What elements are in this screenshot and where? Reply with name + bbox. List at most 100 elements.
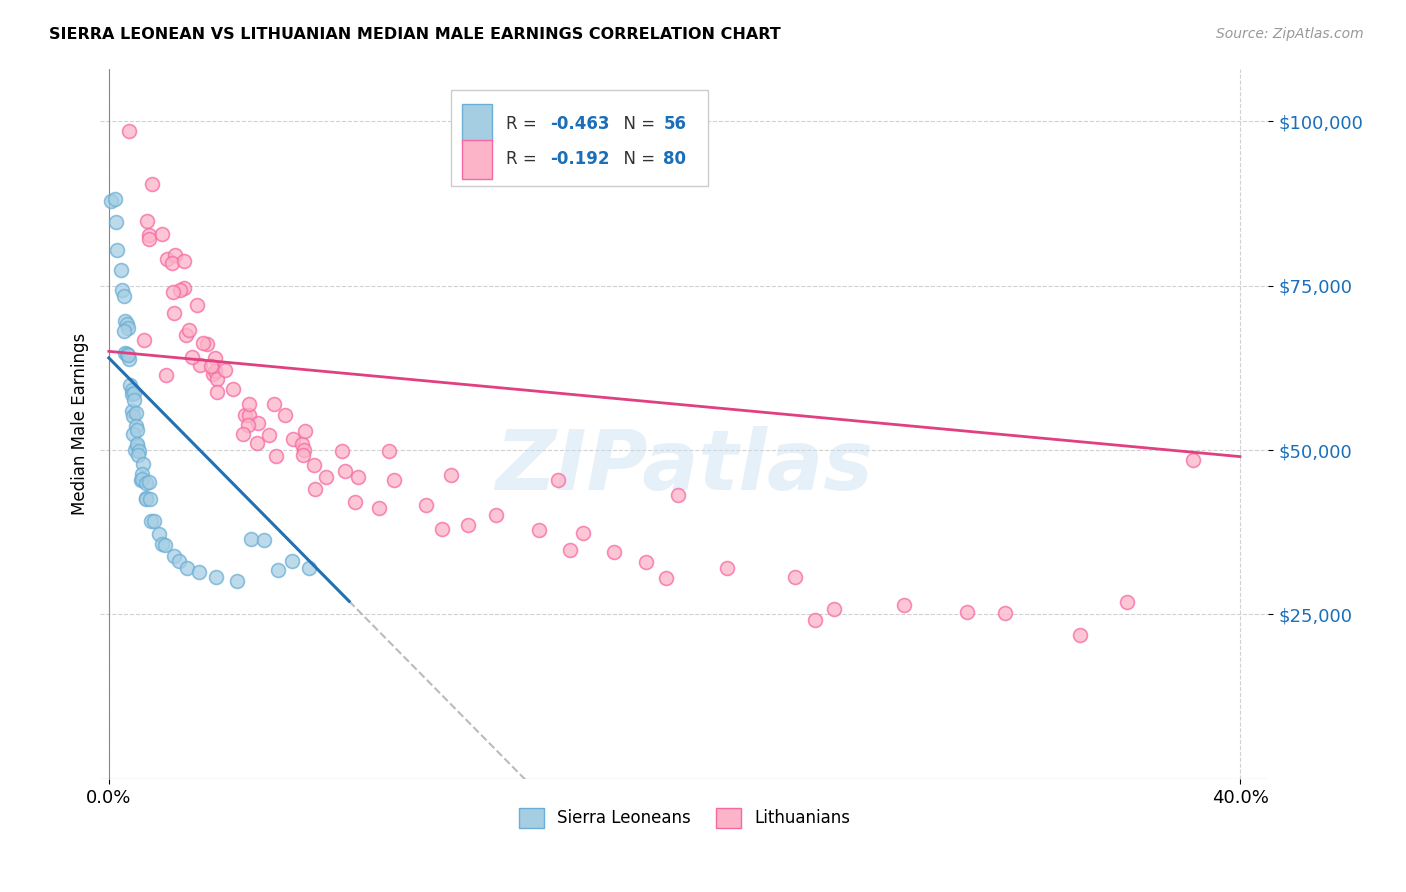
Point xyxy=(173,281,195,295)
Point xyxy=(118,352,141,367)
Point xyxy=(457,518,479,533)
Point xyxy=(111,283,134,297)
Point xyxy=(560,542,582,557)
Point xyxy=(180,350,202,364)
Point xyxy=(205,384,228,399)
Point xyxy=(114,313,136,327)
Point xyxy=(169,554,191,568)
Point xyxy=(440,468,463,483)
FancyBboxPatch shape xyxy=(463,104,492,143)
FancyBboxPatch shape xyxy=(451,90,707,186)
Text: 80: 80 xyxy=(664,150,686,168)
Point xyxy=(226,574,249,588)
Point xyxy=(121,384,143,398)
Text: ZIPatlas: ZIPatlas xyxy=(495,425,873,507)
Point xyxy=(104,215,127,229)
Point xyxy=(124,386,146,401)
Point xyxy=(346,470,368,484)
Point xyxy=(177,323,200,337)
Point xyxy=(142,514,165,528)
Point xyxy=(162,285,184,299)
Point xyxy=(124,419,146,434)
Point xyxy=(785,570,807,584)
Text: R =: R = xyxy=(506,114,541,133)
Point xyxy=(344,495,367,509)
Point xyxy=(804,613,827,627)
Point xyxy=(315,470,337,484)
Point xyxy=(367,501,389,516)
Point xyxy=(547,473,569,487)
Point xyxy=(135,491,157,506)
Point xyxy=(118,378,141,392)
Point xyxy=(304,482,326,496)
Point xyxy=(246,435,269,450)
Point xyxy=(572,526,595,541)
Point xyxy=(115,318,138,332)
Point xyxy=(264,449,287,463)
Point xyxy=(281,554,304,568)
Point xyxy=(994,606,1017,620)
Point xyxy=(668,488,690,502)
Point xyxy=(136,214,159,228)
Point xyxy=(232,427,254,442)
Point xyxy=(247,416,270,430)
Point xyxy=(138,475,160,490)
Text: -0.192: -0.192 xyxy=(550,150,610,168)
Point xyxy=(122,409,145,424)
Point xyxy=(333,464,356,478)
Point xyxy=(204,351,226,365)
Point xyxy=(176,328,198,343)
Point xyxy=(125,406,148,420)
Legend: Sierra Leoneans, Lithuanians: Sierra Leoneans, Lithuanians xyxy=(512,801,856,835)
Point xyxy=(191,336,214,351)
Point xyxy=(135,475,157,490)
Point xyxy=(135,491,157,506)
Point xyxy=(125,437,148,451)
Point xyxy=(529,524,551,538)
Point xyxy=(134,333,156,347)
Point xyxy=(127,448,149,462)
Point xyxy=(150,227,173,241)
Point xyxy=(1069,628,1091,642)
Point xyxy=(304,458,326,473)
Point xyxy=(382,473,405,487)
Point xyxy=(188,358,211,372)
Point xyxy=(141,514,163,528)
Point xyxy=(121,387,143,401)
Point xyxy=(202,367,225,381)
Point xyxy=(823,601,845,615)
Point xyxy=(131,457,153,471)
Point xyxy=(125,424,148,438)
Point xyxy=(115,347,138,361)
Text: Source: ZipAtlas.com: Source: ZipAtlas.com xyxy=(1216,27,1364,41)
Point xyxy=(207,372,229,386)
Point xyxy=(485,508,508,522)
Point xyxy=(176,561,198,575)
Point xyxy=(655,571,678,585)
Point xyxy=(267,563,290,577)
Point xyxy=(153,538,176,552)
Text: SIERRA LEONEAN VS LITHUANIAN MEDIAN MALE EARNINGS CORRELATION CHART: SIERRA LEONEAN VS LITHUANIAN MEDIAN MALE… xyxy=(49,27,780,42)
Point xyxy=(294,424,316,438)
Point xyxy=(114,346,136,360)
Point xyxy=(253,533,276,547)
Point xyxy=(156,252,179,266)
Text: 56: 56 xyxy=(664,114,686,133)
Text: -0.463: -0.463 xyxy=(550,114,610,133)
Point xyxy=(233,408,256,422)
Point xyxy=(204,364,226,378)
Point xyxy=(138,232,160,246)
Point xyxy=(273,408,295,422)
Point xyxy=(291,437,314,451)
Point xyxy=(173,253,195,268)
Point xyxy=(415,498,437,512)
Point xyxy=(163,306,186,320)
Point xyxy=(188,565,211,579)
Point xyxy=(112,289,135,303)
Point xyxy=(117,124,139,138)
Point xyxy=(222,383,245,397)
Point xyxy=(165,247,187,261)
Text: N =: N = xyxy=(613,150,661,168)
Text: N =: N = xyxy=(613,114,661,133)
Point xyxy=(112,324,135,338)
